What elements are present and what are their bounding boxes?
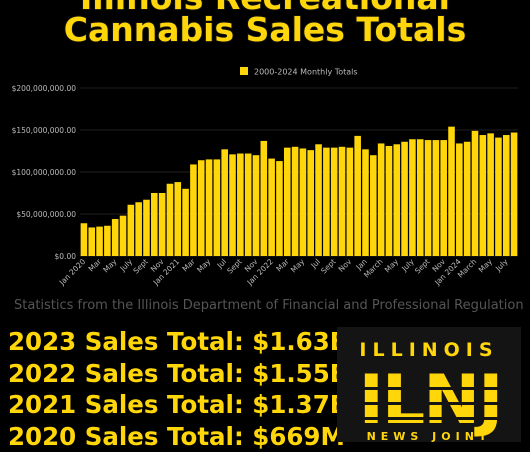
bar [96,227,103,256]
x-tick-label: Jan 2020 [57,257,88,288]
bar [268,159,275,256]
bar [409,139,416,256]
logo-mark: ILNJ [351,365,509,437]
x-tick-label: Sept [319,257,337,275]
bar [143,200,150,256]
bar [315,144,322,256]
bar [120,216,127,256]
logo-stripe [351,387,509,390]
bar [393,144,400,256]
bar [464,142,471,256]
bar [81,223,88,256]
bar [472,131,479,256]
bar [347,148,354,256]
source-note: Statistics from the Illinois Department … [14,298,524,313]
bar [378,143,385,256]
bar [456,143,463,256]
bar [159,193,166,256]
y-tick-label: $50,000,000.00 [16,210,76,219]
bar [331,148,338,256]
bar [174,182,181,256]
bar [362,149,369,256]
bar [206,159,213,256]
bar [370,155,377,256]
x-tick-label: Sept [413,257,431,275]
bar [112,219,119,256]
bar [487,133,494,256]
bar [284,148,291,256]
x-tick-label: Nov [337,257,354,274]
bar [440,140,447,256]
total-2021: 2021 Sales Total: $1.37B [8,389,338,421]
bar [401,142,408,256]
logo-word: ILLINOIS [337,339,521,361]
bar [386,146,393,256]
legend-swatch [240,67,248,75]
bar [495,138,502,256]
x-tick-label: May [477,257,495,275]
bar [480,135,487,256]
bar-chart: $0.00 $50,000,000.00 $100,000,000.00 $150,0… [0,58,530,298]
logo-subtitle: NEWS JOINT [337,430,521,442]
total-2023: 2023 Sales Total: $1.63B [8,326,338,358]
total-2020: 2020 Sales Total: $669M [8,421,338,452]
illinois-news-joint-logo: ILLINOIS ILNJ NEWS JOINT [337,327,521,442]
logo-stripe [351,417,509,420]
bar [128,205,135,256]
bar [229,154,236,256]
legend: 2000-2024 Monthly Totals [240,67,358,77]
bar [167,184,174,256]
bar [307,150,314,256]
legend-label: 2000-2024 Monthly Totals [254,68,358,77]
x-tick-label: Mar [180,256,197,273]
bar [237,154,244,256]
bar [323,148,330,256]
bar [104,226,111,256]
x-tick-label: May [289,257,307,275]
bar [417,139,424,256]
bar [214,159,221,256]
bar [253,155,260,256]
total-2022: 2022 Sales Total: $1.55B [8,358,338,390]
bar [135,202,142,256]
bar [354,136,361,256]
bar [433,140,440,256]
y-tick-label: $200,000,000.00 [12,84,77,93]
bar [292,147,299,256]
y-tick-label: $150,000,000.00 [12,126,77,135]
bar [151,193,158,256]
bar [425,140,432,256]
bar [221,149,228,256]
x-tick-label: Mar [274,256,291,273]
bar-series [81,127,518,256]
bar [261,141,268,256]
y-tick-label: $100,000,000.00 [12,168,77,177]
x-tick-label: Sept [131,257,149,275]
x-tick-label: May [101,257,119,275]
x-tick-label: Mar [87,256,104,273]
bar [503,135,510,256]
bar [88,227,95,256]
x-tick-label: May [383,257,401,275]
bar [276,161,283,256]
bar [245,154,252,256]
bar [300,148,307,256]
y-tick-label: $0.00 [55,252,77,261]
x-tick-label: May [195,257,213,275]
chart-title-line-2: Cannabis Sales Totals [0,10,530,49]
bar [190,164,197,256]
x-tick-label: July [493,257,510,274]
bar [511,133,518,256]
y-axis-ticks: $0.00 $50,000,000.00 $100,000,000.00 $150,0… [12,84,77,261]
bar [198,160,205,256]
x-tick-label: Sept [225,257,243,275]
bar [182,189,189,256]
bar [448,127,455,256]
logo-stripe [351,402,509,405]
sales-totals: 2023 Sales Total: $1.63B 2022 Sales Tota… [8,326,338,452]
bar [339,147,346,256]
